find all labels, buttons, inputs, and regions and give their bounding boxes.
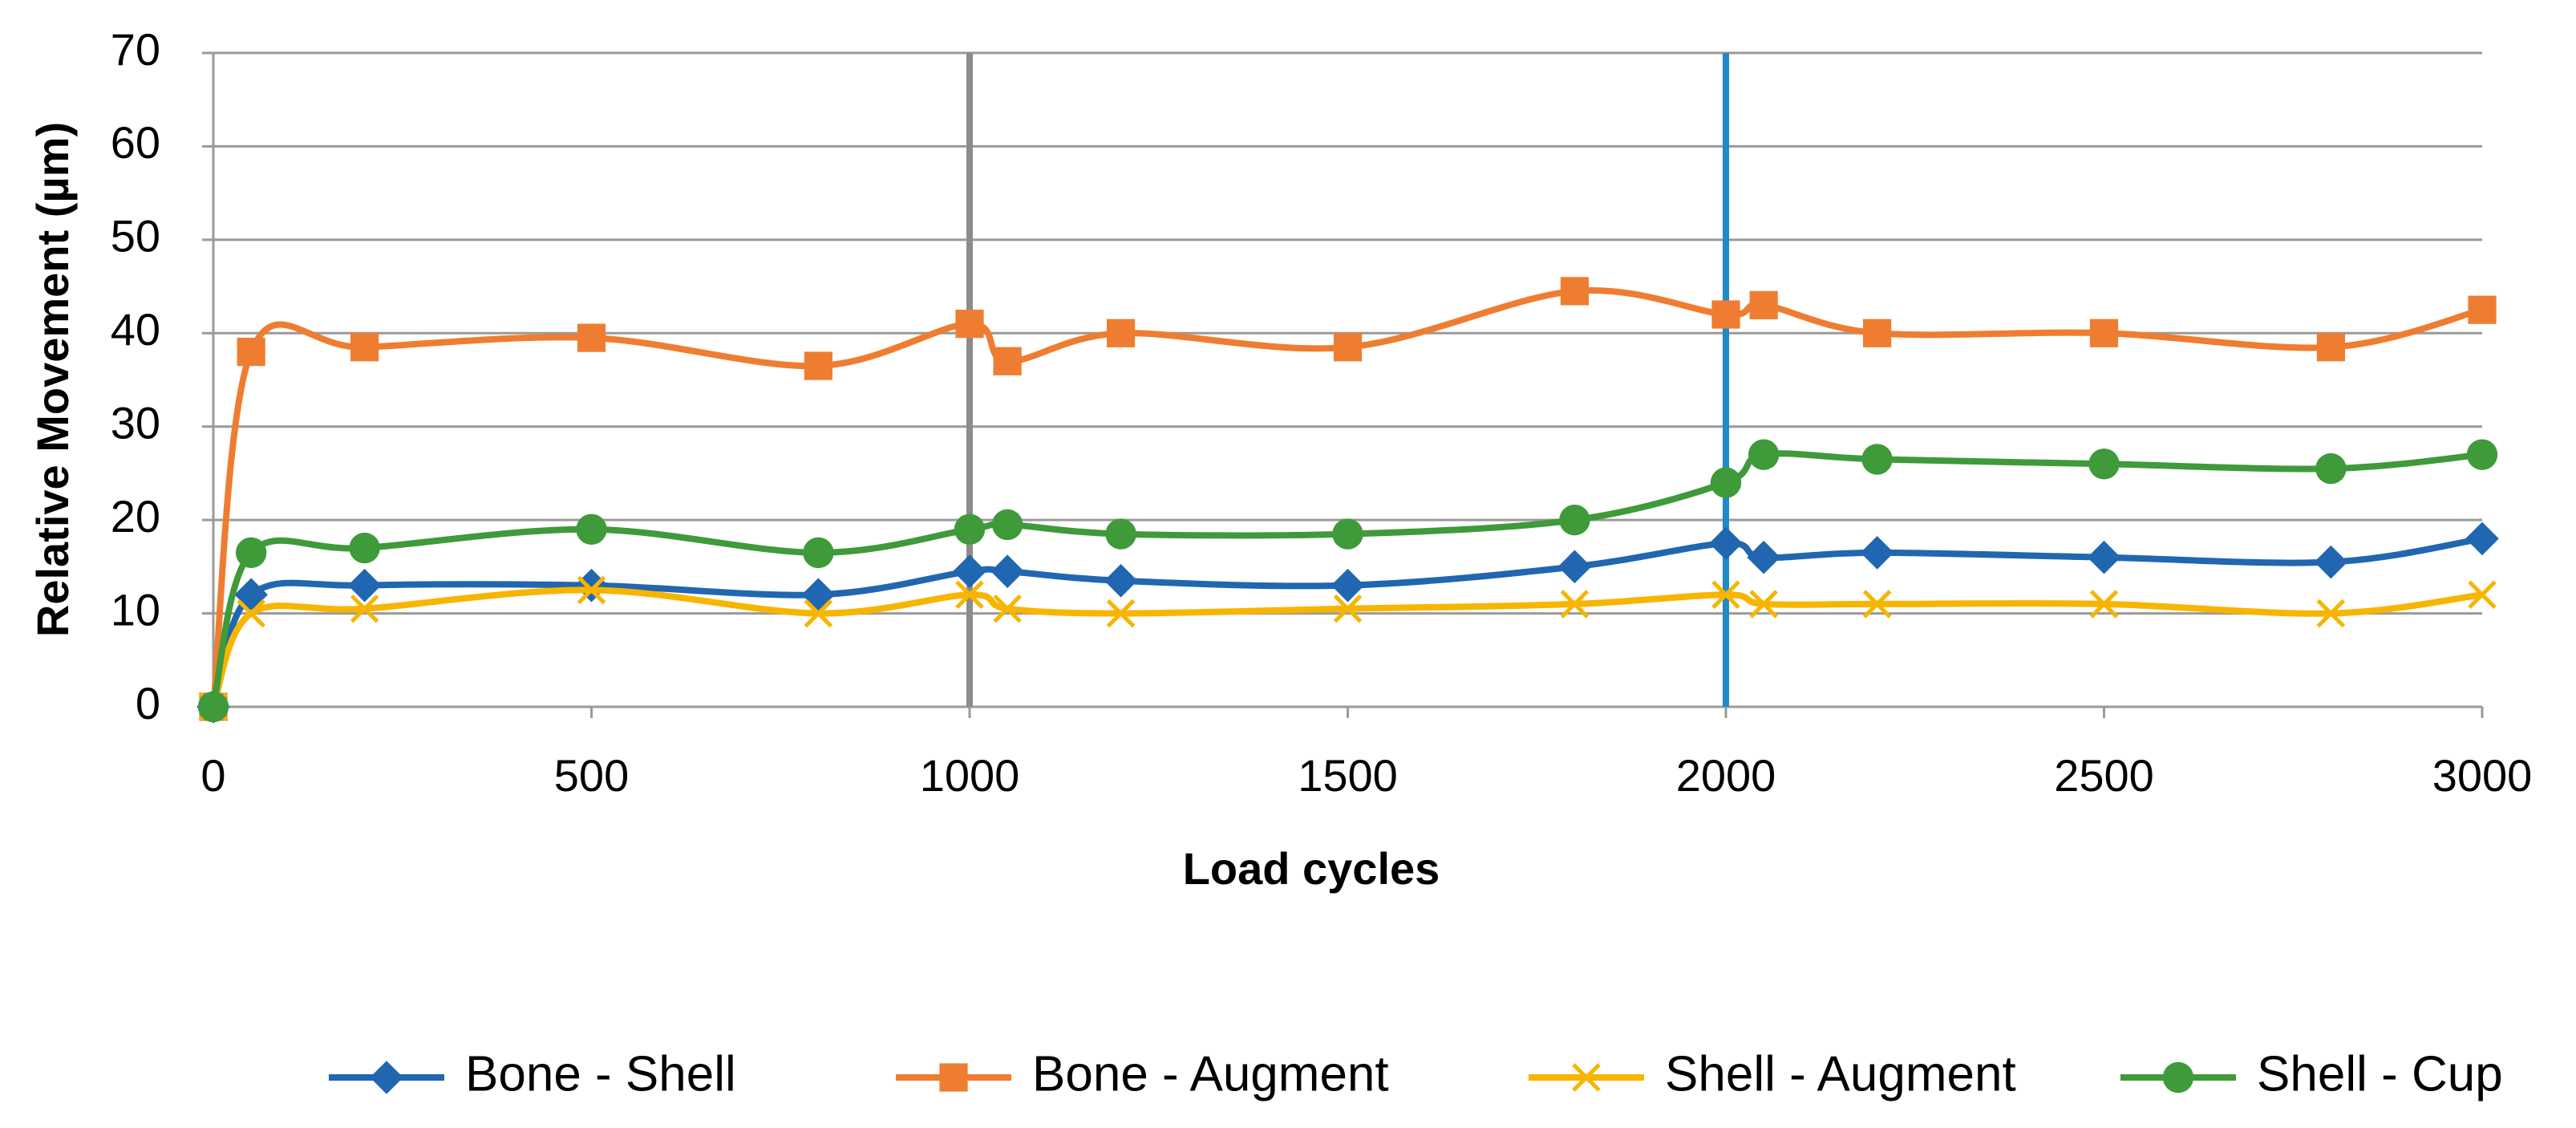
y-tick-label: 70 [111, 24, 160, 75]
marker [347, 568, 382, 603]
marker [1107, 319, 1136, 347]
y-tick-label: 40 [111, 304, 160, 355]
marker [1709, 526, 1743, 561]
marker [993, 594, 1022, 623]
marker [576, 513, 607, 545]
marker [1711, 300, 1740, 329]
y-tick-label: 50 [111, 211, 160, 262]
marker [993, 347, 1022, 375]
marker [1104, 564, 1138, 598]
marker [1863, 319, 1892, 347]
marker [804, 598, 833, 628]
series-line [210, 586, 2483, 708]
marker [1861, 444, 1893, 475]
marker [2162, 1061, 2194, 1094]
marker [349, 532, 380, 564]
x-axis-title: Load cycles [1183, 843, 1440, 894]
marker [2316, 333, 2345, 362]
marker [1748, 439, 1780, 470]
marker [1331, 568, 1365, 603]
marker [2089, 590, 2119, 619]
marker [1711, 580, 1740, 610]
x-tick-label: 500 [554, 750, 629, 801]
legend-label: Shell - Augment [1665, 1046, 2016, 1102]
marker [803, 537, 834, 569]
marker [350, 594, 379, 623]
marker [1862, 590, 1892, 619]
marker [237, 598, 265, 628]
marker [1333, 594, 1363, 623]
x-tick-label: 1000 [920, 750, 1020, 801]
x-tick-label: 3000 [2432, 750, 2533, 801]
marker [370, 1061, 403, 1094]
legend-label: Shell - Cup [2257, 1046, 2503, 1102]
y-tick-label: 10 [111, 584, 160, 635]
marker [1333, 333, 1363, 362]
marker [1749, 290, 1778, 319]
y-tick-label: 20 [111, 491, 160, 542]
series-line [210, 450, 2483, 708]
marker [955, 580, 984, 610]
legend-label: Bone - Augment [1032, 1046, 1389, 1102]
x-tick-label: 2500 [2054, 750, 2154, 801]
marker [939, 1063, 968, 1092]
marker [801, 578, 836, 612]
marker [1559, 504, 1590, 536]
marker [1560, 590, 1590, 619]
x-tick-label: 0 [200, 750, 225, 801]
marker [1106, 598, 1136, 628]
marker [235, 537, 267, 569]
marker [2316, 598, 2346, 628]
x-tick-label: 1500 [1298, 750, 1398, 801]
marker [1557, 550, 1592, 584]
marker [1747, 540, 1780, 574]
y-tick-label: 0 [136, 678, 160, 728]
series-line [210, 535, 2483, 708]
marker [1105, 518, 1136, 550]
marker [1749, 590, 1778, 619]
marker [955, 310, 984, 339]
marker [577, 575, 606, 605]
marker [350, 333, 379, 362]
marker [2314, 545, 2348, 579]
marker [2087, 540, 2121, 574]
marker [574, 568, 609, 603]
marker [237, 337, 265, 367]
y-tick-label: 60 [111, 117, 160, 168]
marker [991, 509, 1023, 541]
marker [1332, 518, 1363, 550]
x-tick-label: 2000 [1676, 750, 1776, 801]
marker [2468, 295, 2497, 324]
marker [2465, 521, 2499, 556]
marker [2315, 452, 2347, 485]
legend-label: Bone - Shell [465, 1046, 736, 1102]
marker [1860, 536, 1894, 570]
marker [2466, 439, 2498, 470]
marker [954, 513, 986, 545]
marker [990, 554, 1024, 588]
marker [197, 691, 229, 723]
marker [1560, 277, 1589, 306]
y-axis-title: Relative Movement (µm) [27, 122, 78, 637]
marker [2468, 580, 2497, 610]
marker [1710, 467, 1742, 498]
marker [2088, 448, 2120, 480]
marker [577, 323, 606, 352]
y-tick-label: 30 [111, 398, 160, 448]
marker [2089, 319, 2119, 347]
marker [1572, 1063, 1601, 1092]
marker [804, 351, 832, 380]
marker [953, 554, 986, 588]
